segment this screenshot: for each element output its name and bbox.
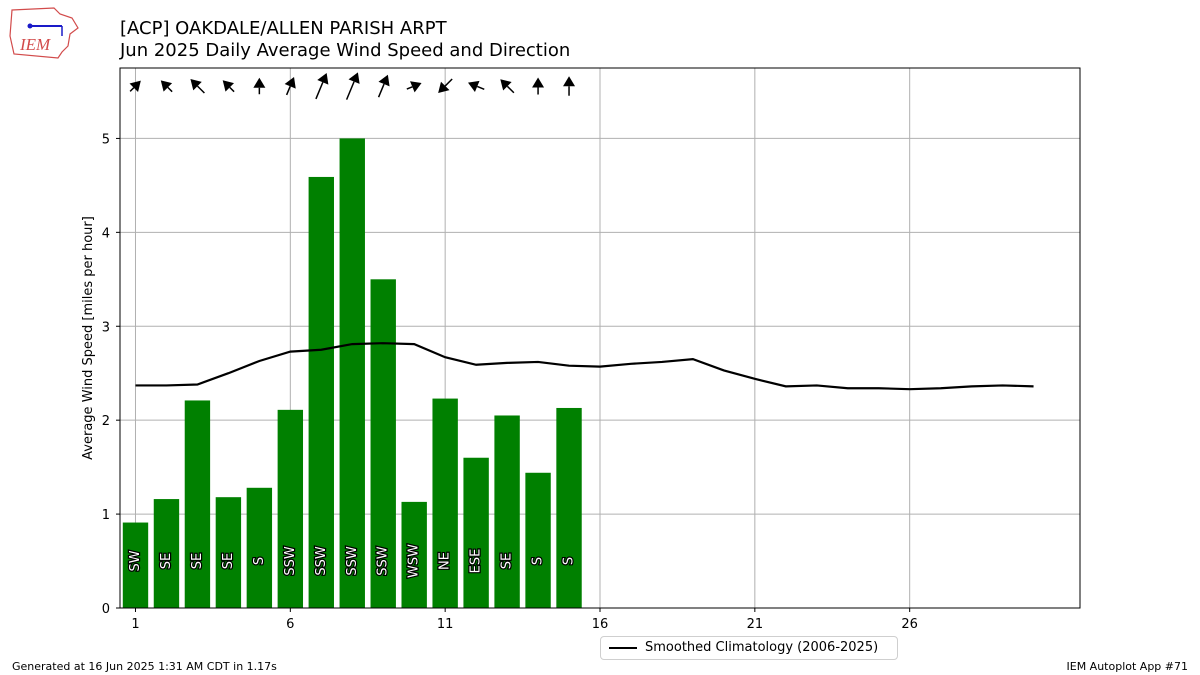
wind-arrow-head bbox=[129, 80, 141, 92]
wind-arrow-head bbox=[410, 81, 422, 93]
x-tick-label: 11 bbox=[437, 617, 454, 632]
bar-day-14 bbox=[525, 472, 551, 608]
wind-arrow-day-2 bbox=[160, 80, 173, 93]
y-tick-label: 2 bbox=[102, 414, 110, 429]
bar-day-2 bbox=[153, 499, 180, 608]
wind-arrow-shaft bbox=[285, 85, 291, 96]
wind-arrow-day-14 bbox=[532, 77, 545, 95]
wind-arrow-head bbox=[317, 73, 329, 85]
wind-arrow-head bbox=[160, 80, 173, 92]
x-tick-label: 16 bbox=[592, 617, 609, 632]
legend-climatology-label: Smoothed Climatology (2006-2025) bbox=[645, 640, 879, 655]
chart-legend: Smoothed Climatology (2006-2025) bbox=[600, 636, 898, 660]
direction-label-day-6: SSW bbox=[283, 546, 298, 576]
y-tick-label: 1 bbox=[102, 508, 110, 523]
direction-label-day-2: SE bbox=[159, 553, 174, 569]
wind-arrow-shaft bbox=[406, 86, 413, 90]
bar-day-15 bbox=[556, 407, 582, 608]
wind-arrow-shaft bbox=[377, 83, 385, 98]
bar-day-7 bbox=[308, 176, 334, 608]
legend-climatology-line bbox=[609, 647, 637, 649]
bar-day-6 bbox=[277, 409, 304, 608]
bar-day-3 bbox=[184, 400, 211, 608]
wind-arrow-head bbox=[532, 77, 545, 88]
direction-label-day-14: S bbox=[531, 557, 546, 565]
wind-arrow-head bbox=[222, 80, 234, 92]
wind-arrow-day-1 bbox=[129, 80, 141, 92]
wind-arrow-head bbox=[563, 76, 576, 87]
wind-arrow-day-13 bbox=[500, 79, 515, 94]
chart-title-line2: Jun 2025 Daily Average Wind Speed and Di… bbox=[120, 40, 571, 61]
wind-arrow-day-3 bbox=[190, 79, 205, 94]
x-tick-label: 26 bbox=[901, 617, 918, 632]
wind-arrow-head bbox=[438, 81, 450, 94]
bar-day-11 bbox=[432, 398, 458, 608]
y-tick-label: 4 bbox=[102, 226, 110, 241]
wind-arrow-shaft bbox=[315, 81, 324, 100]
direction-label-day-9: SSW bbox=[376, 546, 391, 576]
bar-day-8 bbox=[339, 138, 365, 608]
direction-label-day-11: NE bbox=[438, 552, 453, 570]
wind-arrow-shaft bbox=[444, 78, 453, 87]
direction-label-day-4: SE bbox=[221, 553, 236, 569]
wind-arrow-shaft bbox=[196, 85, 205, 94]
bar-day-1 bbox=[122, 522, 149, 608]
direction-label-day-12: ESE bbox=[469, 549, 484, 574]
iem-logo: IEM bbox=[9, 7, 79, 59]
direction-label-day-8: SSW bbox=[345, 546, 360, 576]
wind-arrow-day-8 bbox=[345, 72, 360, 100]
chart-title-line1: [ACP] OAKDALE/ALLEN PARISH ARPT bbox=[120, 18, 447, 39]
direction-label-day-3: SE bbox=[190, 553, 205, 569]
bar-day-10 bbox=[401, 501, 427, 608]
wind-arrow-day-10 bbox=[406, 81, 422, 93]
wind-arrow-shaft bbox=[476, 85, 485, 91]
climatology-line bbox=[135, 342, 1034, 391]
wind-arrow-day-5 bbox=[253, 77, 266, 95]
direction-label-day-13: SE bbox=[500, 553, 515, 569]
wind-arrow-day-7 bbox=[315, 73, 329, 100]
wind-arrow-shaft bbox=[167, 86, 173, 93]
wind-arrow-head bbox=[467, 80, 480, 93]
wind-arrow-shaft bbox=[506, 85, 515, 94]
wind-arrow-head bbox=[284, 77, 296, 89]
y-axis-label: Average Wind Speed [miles per hour] bbox=[81, 216, 96, 460]
bar-day-5 bbox=[246, 487, 273, 608]
y-tick-label: 5 bbox=[102, 132, 110, 147]
wind-arrow-shaft bbox=[229, 86, 235, 93]
bar-day-9 bbox=[370, 279, 396, 608]
wind-arrow-shaft bbox=[345, 81, 355, 100]
wind-arrow-day-15 bbox=[563, 76, 576, 96]
wind-arrow-day-6 bbox=[284, 77, 296, 96]
y-tick-label: 0 bbox=[102, 602, 110, 617]
x-tick-label: 21 bbox=[747, 617, 764, 632]
bar-day-4 bbox=[215, 497, 242, 608]
bar-day-13 bbox=[494, 415, 520, 608]
direction-label-day-10: WSW bbox=[407, 544, 422, 578]
bar-day-12 bbox=[463, 457, 489, 608]
wind-arrow-head bbox=[253, 77, 266, 88]
wind-arrow-day-12 bbox=[467, 80, 485, 93]
x-tick-label: 6 bbox=[286, 617, 294, 632]
generated-timestamp: Generated at 16 Jun 2025 1:31 AM CDT in … bbox=[12, 660, 277, 673]
direction-label-day-7: SSW bbox=[314, 546, 329, 576]
direction-label-day-15: S bbox=[562, 557, 577, 565]
wind-arrow-day-9 bbox=[377, 74, 390, 98]
wind-arrow-day-11 bbox=[438, 78, 453, 94]
direction-label-day-5: S bbox=[252, 557, 267, 565]
app-id: IEM Autoplot App #71 bbox=[1066, 660, 1189, 673]
wind-arrow-shaft bbox=[129, 87, 135, 92]
x-tick-label: 1 bbox=[131, 617, 139, 632]
iem-logo-text: IEM bbox=[19, 35, 51, 54]
y-tick-label: 3 bbox=[102, 320, 110, 335]
wind-arrow-head bbox=[190, 79, 202, 91]
wind-arrow-head bbox=[378, 74, 390, 87]
wind-arrow-head bbox=[348, 72, 360, 84]
wind-arrow-day-4 bbox=[222, 80, 235, 93]
wind-arrow-head bbox=[500, 79, 512, 91]
direction-label-day-1: SW bbox=[128, 550, 143, 571]
